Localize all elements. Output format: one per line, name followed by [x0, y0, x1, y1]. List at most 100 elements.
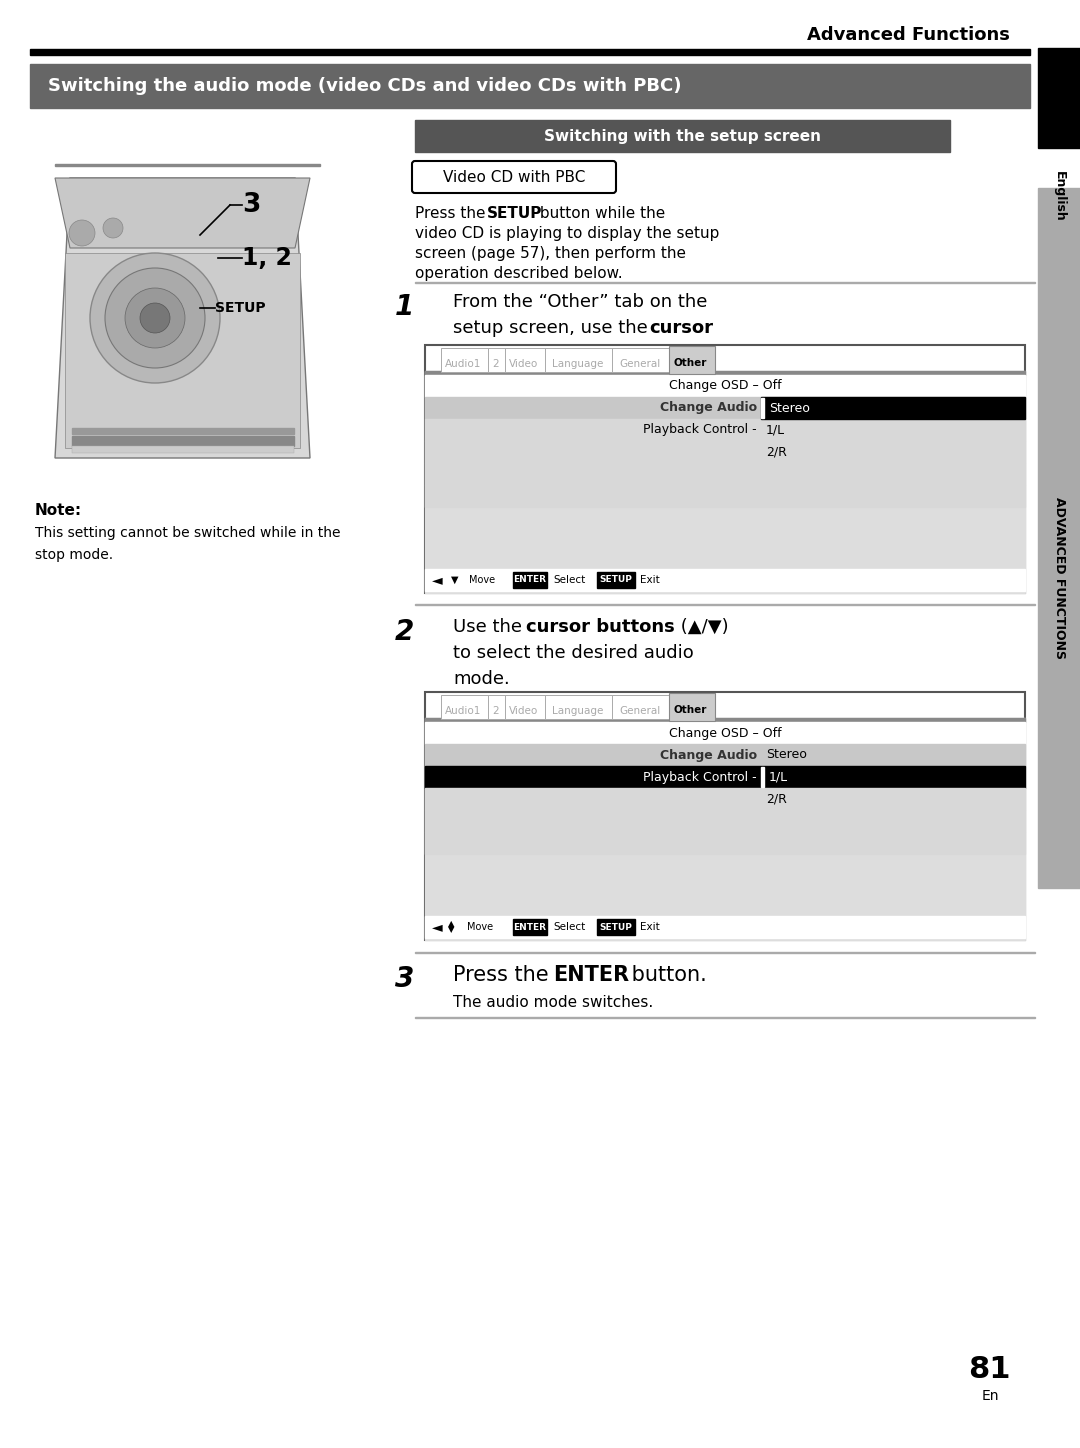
Text: Change Audio: Change Audio [660, 401, 757, 414]
Text: Change Audio: Change Audio [660, 749, 757, 762]
Bar [441, 348, 490, 372]
Text: operation described below.: operation described below. [415, 266, 623, 281]
Text: setup screen, use the: setup screen, use the [453, 319, 653, 337]
Bar [30, 49, 1030, 55]
Text: button.: button. [625, 964, 706, 985]
Bar [426, 345, 1025, 594]
Text: ◄: ◄ [432, 573, 443, 586]
Bar [426, 485, 1025, 507]
Bar [426, 718, 1025, 940]
Text: Move: Move [467, 922, 494, 933]
Bar [55, 164, 320, 167]
Bar [1038, 188, 1080, 888]
Bar [426, 692, 1025, 940]
Text: Change OSD – Off: Change OSD – Off [669, 379, 781, 392]
Text: Select: Select [553, 575, 585, 585]
Circle shape [103, 219, 123, 237]
Bar [426, 463, 1025, 485]
Text: Note:: Note: [35, 502, 82, 518]
Bar [426, 718, 1025, 723]
Text: (►).: (►). [621, 397, 660, 416]
Bar [669, 346, 715, 374]
Text: SETUP: SETUP [599, 922, 633, 931]
Text: ENTER: ENTER [553, 964, 630, 985]
Bar [426, 569, 1025, 591]
Bar [761, 398, 764, 418]
Text: SETUP: SETUP [215, 301, 266, 316]
Bar [30, 64, 1030, 109]
Text: Video CD with PBC: Video CD with PBC [443, 169, 585, 184]
Bar [415, 120, 950, 152]
Bar [65, 253, 300, 447]
Text: cursor button: cursor button [485, 397, 623, 416]
Text: English: English [1053, 171, 1066, 222]
Bar [505, 348, 546, 372]
Bar [545, 348, 615, 372]
Circle shape [140, 303, 170, 333]
Text: 2/R: 2/R [766, 792, 787, 805]
Text: “Change Audio”, then press: “Change Audio”, then press [453, 371, 703, 390]
Polygon shape [55, 178, 310, 248]
Bar [426, 397, 1025, 418]
Bar [426, 917, 1025, 938]
Text: Language: Language [552, 707, 604, 715]
Text: 3: 3 [242, 193, 260, 219]
Bar [426, 766, 1025, 788]
Circle shape [69, 220, 95, 246]
Text: 1: 1 [395, 292, 415, 321]
Bar [415, 1016, 1035, 1018]
Text: Use the: Use the [453, 618, 528, 636]
Text: Exit: Exit [640, 575, 660, 585]
Bar [761, 397, 1025, 418]
Text: Video: Video [510, 707, 539, 715]
Text: 3: 3 [395, 964, 415, 993]
Bar [1038, 48, 1080, 148]
Bar [72, 436, 294, 446]
Bar [426, 418, 1025, 442]
Text: En: En [982, 1389, 999, 1403]
Text: 2/R: 2/R [766, 446, 787, 459]
Bar [426, 833, 1025, 854]
Text: Press the: Press the [415, 206, 490, 222]
Text: screen (page 57), then perform the: screen (page 57), then perform the [415, 246, 686, 261]
Text: button while the: button while the [535, 206, 665, 222]
Text: Advanced Functions: Advanced Functions [807, 26, 1010, 43]
Text: Switching the audio mode (video CDs and video CDs with PBC): Switching the audio mode (video CDs and … [48, 77, 681, 96]
Bar [426, 723, 1025, 744]
Circle shape [105, 268, 205, 368]
Text: Press the: Press the [453, 964, 555, 985]
Circle shape [125, 288, 185, 348]
Bar [761, 767, 764, 788]
Bar [669, 694, 715, 721]
Text: SETUP: SETUP [487, 206, 542, 222]
Bar [513, 919, 546, 935]
Text: ▼: ▼ [448, 925, 455, 934]
Bar [513, 572, 546, 588]
Text: Audio1: Audio1 [445, 359, 482, 369]
Bar [72, 429, 294, 434]
Text: video CD is playing to display the setup: video CD is playing to display the setup [415, 226, 719, 240]
Text: 2: 2 [492, 359, 499, 369]
Text: Move: Move [469, 575, 495, 585]
Text: Other: Other [673, 705, 706, 715]
Text: General: General [619, 707, 660, 715]
Text: stop mode.: stop mode. [35, 547, 113, 562]
Bar [597, 572, 635, 588]
Text: Change OSD – Off: Change OSD – Off [669, 727, 781, 740]
Bar [612, 695, 671, 720]
Bar [72, 446, 294, 453]
Text: 2: 2 [395, 618, 415, 646]
Bar [612, 348, 671, 372]
Text: Exit: Exit [640, 922, 660, 933]
Text: the: the [453, 397, 488, 416]
Bar [426, 371, 1025, 594]
Bar [597, 919, 635, 935]
FancyBboxPatch shape [411, 161, 616, 193]
Bar [441, 695, 490, 720]
Bar [426, 375, 1025, 397]
Text: buttons: buttons [453, 345, 531, 363]
Bar [426, 788, 1025, 809]
Text: Audio1: Audio1 [445, 707, 482, 715]
Text: Playback Control -: Playback Control - [644, 423, 757, 436]
Text: 1, 2: 1, 2 [242, 246, 292, 269]
